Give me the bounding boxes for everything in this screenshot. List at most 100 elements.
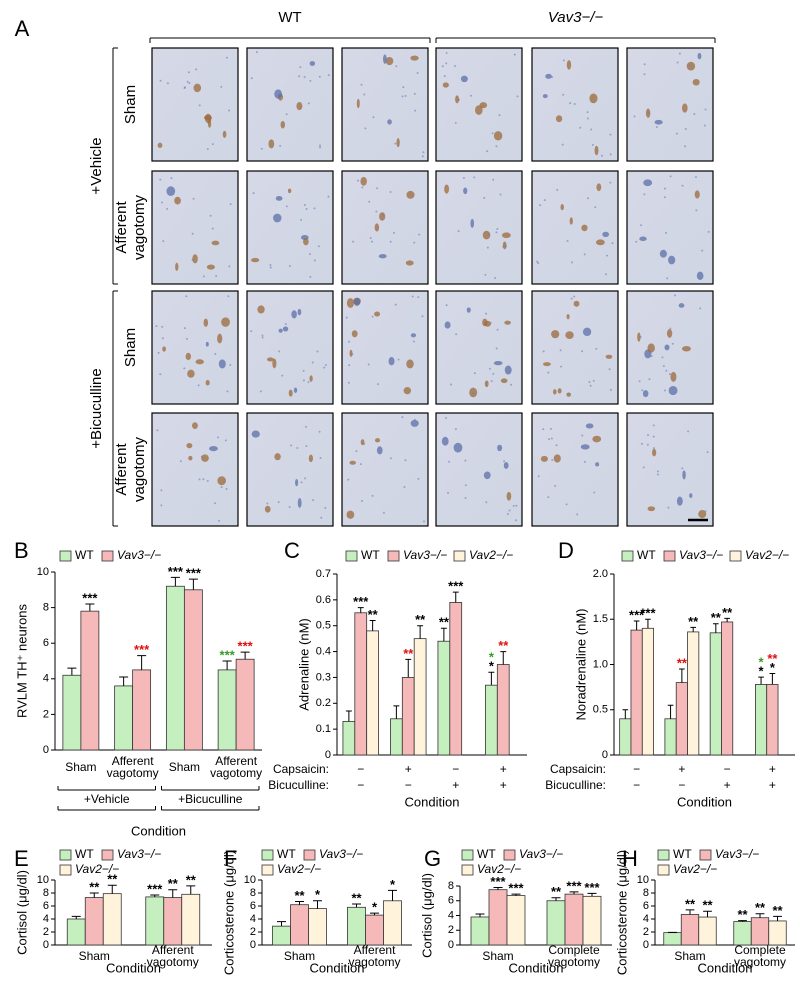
nucleus xyxy=(648,112,650,114)
nucleus xyxy=(643,193,645,195)
stained-cell xyxy=(192,422,198,429)
nucleus xyxy=(253,192,255,194)
significance: ** xyxy=(702,898,713,913)
nucleus xyxy=(199,104,201,106)
nucleus xyxy=(372,495,374,497)
nucleus xyxy=(187,81,189,83)
stained-cell xyxy=(461,76,468,83)
y-tick-label: 2.0 xyxy=(593,568,608,580)
row-label: Afferentvagotomy xyxy=(113,436,148,502)
nucleus xyxy=(402,95,404,97)
micrograph xyxy=(152,48,238,161)
y-tick-label: 10 xyxy=(37,874,49,886)
nucleus xyxy=(595,348,597,350)
legend-swatch xyxy=(664,551,675,561)
nucleus xyxy=(689,64,691,66)
nucleus xyxy=(375,210,377,212)
nucleus xyxy=(281,375,283,377)
stained-cell xyxy=(501,378,508,383)
nucleus xyxy=(503,460,505,462)
nucleus xyxy=(290,444,292,446)
bar xyxy=(438,641,450,755)
legend-swatch xyxy=(388,551,399,561)
condition-value: − xyxy=(357,778,364,792)
condition-value: + xyxy=(769,778,776,792)
nucleus xyxy=(464,460,466,462)
nucleus xyxy=(517,95,519,97)
nucleus xyxy=(592,144,594,146)
stained-cell xyxy=(296,102,302,110)
stained-cell xyxy=(482,319,487,327)
stained-cell xyxy=(648,506,656,511)
error-bar xyxy=(417,626,423,639)
nucleus xyxy=(605,273,607,275)
nucleus xyxy=(640,224,642,226)
stained-cell xyxy=(689,493,692,498)
stained-cell xyxy=(695,190,700,198)
nucleus xyxy=(634,115,636,117)
nucleus xyxy=(537,262,539,264)
nucleus xyxy=(398,359,400,361)
stained-cell xyxy=(397,138,400,147)
y-tick-label: 0 xyxy=(43,939,49,951)
stained-cell xyxy=(470,219,474,228)
stained-cell xyxy=(647,343,654,352)
micrograph xyxy=(247,48,333,161)
legend-swatch xyxy=(462,865,473,875)
nucleus xyxy=(382,213,384,215)
significance: ** xyxy=(685,896,696,911)
nucleus xyxy=(672,343,674,345)
stained-cell xyxy=(375,223,379,231)
stained-cell xyxy=(682,470,685,479)
nucleus xyxy=(361,500,363,502)
nucleus xyxy=(491,380,493,382)
bar xyxy=(699,917,717,945)
stained-cell xyxy=(192,254,198,263)
nucleus xyxy=(653,436,655,438)
nucleus xyxy=(207,480,209,482)
stained-cell xyxy=(360,177,366,186)
nucleus xyxy=(562,144,564,146)
condition-value: − xyxy=(724,762,731,776)
legend-swatch xyxy=(60,850,71,860)
y-axis-label: Corticosterone (μg/dl) xyxy=(221,850,236,975)
nucleus xyxy=(569,102,571,104)
condition-row-label: Capsaicin: xyxy=(273,762,329,776)
nucleus xyxy=(454,65,456,67)
nucleus xyxy=(693,113,695,115)
nucleus xyxy=(648,378,650,380)
significance: *** xyxy=(584,880,600,895)
nucleus xyxy=(584,461,586,463)
nucleus xyxy=(587,197,589,199)
nucleus xyxy=(515,519,517,521)
stained-cell xyxy=(583,328,591,336)
stained-cell xyxy=(596,239,605,245)
y-tick-label: 6 xyxy=(643,900,649,912)
legend-label: Vav3−/− xyxy=(117,847,161,861)
nucleus xyxy=(543,350,545,352)
nucleus xyxy=(289,265,291,267)
nucleus xyxy=(651,355,653,357)
nucleus xyxy=(701,250,703,252)
stained-cell xyxy=(606,355,613,359)
x-axis-label: Condition xyxy=(405,794,460,809)
significance: ** xyxy=(498,638,509,653)
stained-cell xyxy=(205,114,211,123)
stained-cell xyxy=(592,436,601,443)
bar xyxy=(620,719,631,755)
significance: ** xyxy=(368,607,379,622)
bar xyxy=(767,684,778,755)
micrograph xyxy=(627,413,713,526)
error-bar xyxy=(668,705,674,719)
nucleus xyxy=(226,57,228,59)
bar xyxy=(366,915,384,945)
significance: ** xyxy=(89,879,100,894)
significance: ** xyxy=(711,610,722,625)
nucleus xyxy=(514,54,516,56)
stained-cell xyxy=(586,423,594,428)
nucleus xyxy=(676,133,678,135)
nucleus xyxy=(162,240,164,242)
nucleus xyxy=(227,295,229,297)
micrograph xyxy=(342,171,428,284)
nucleus xyxy=(444,75,446,77)
